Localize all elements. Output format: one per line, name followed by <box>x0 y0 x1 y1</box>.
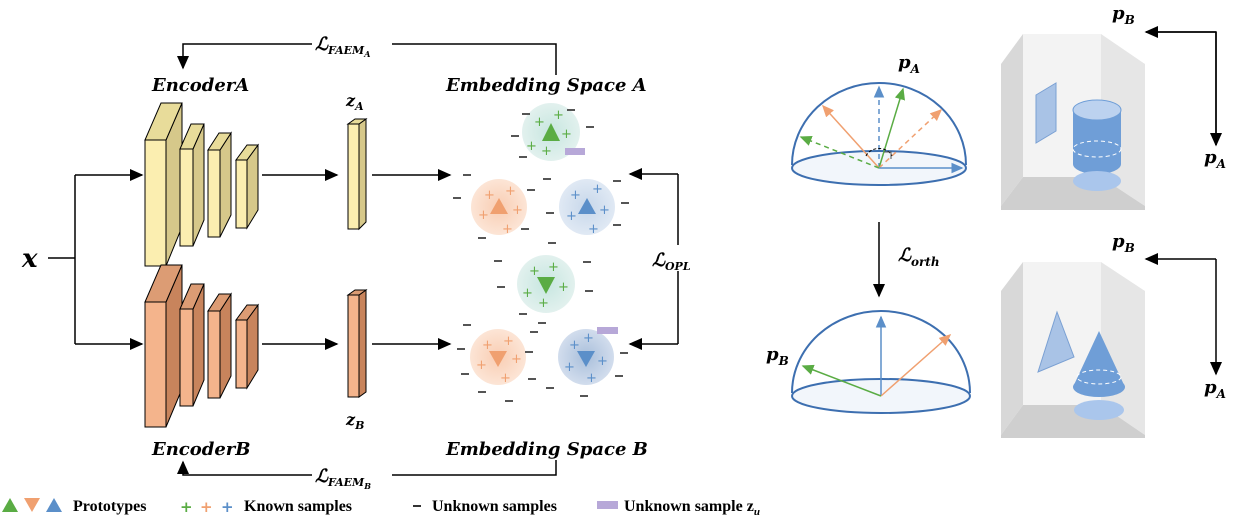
z-a-label: zA <box>345 91 364 113</box>
cube-cylinder <box>1001 34 1145 210</box>
encoder-a-blocks <box>144 102 259 267</box>
svg-text:+: + <box>200 498 213 516</box>
cube1-pb-label: pB <box>1112 3 1135 27</box>
svg-text:+: + <box>570 188 581 203</box>
input-x-label: x <box>21 244 38 274</box>
svg-text:+: + <box>529 264 540 279</box>
svg-text:+: + <box>482 338 493 353</box>
svg-text:+: + <box>512 203 523 218</box>
svg-text:+: + <box>569 338 580 353</box>
loss-faem-a: ℒFAEMA <box>315 34 370 59</box>
loss-orth: ℒorth <box>898 245 940 269</box>
prototype-green-down <box>537 277 555 294</box>
svg-text:+: + <box>541 144 552 159</box>
unknown-samples-dashes <box>453 109 629 402</box>
z-a-vector <box>346 118 368 231</box>
svg-text:+: + <box>548 260 559 275</box>
svg-text:+: + <box>538 296 549 311</box>
z-b-label: zB <box>345 410 364 432</box>
unknown-sample-zu-b <box>597 327 618 334</box>
svg-text:+: + <box>478 208 489 223</box>
svg-text:+: + <box>522 286 533 301</box>
cube2-pa-label: pA <box>1204 377 1226 401</box>
cube2-pb-label: pB <box>1112 231 1135 255</box>
svg-text:+: + <box>558 280 569 295</box>
embedding-a-label: Embedding Space A <box>445 75 647 96</box>
svg-text:+: + <box>500 371 511 386</box>
svg-text:+: + <box>564 360 575 375</box>
svg-text:+: + <box>534 115 545 130</box>
encoder-b-blocks <box>144 264 259 428</box>
legend-proto-green <box>2 498 18 512</box>
unknown-sample-zu-a <box>565 148 585 155</box>
svg-text:+: + <box>597 354 608 369</box>
legend: Prototypes + + + Known samples Unknown s… <box>2 498 760 518</box>
loss-opl: ℒOPL <box>652 250 691 273</box>
svg-text:+: + <box>561 127 572 142</box>
cube1-pa-label: pA <box>1204 147 1226 171</box>
embedding-space-a-clusters: + + + + + + + + + + + + + + + <box>471 103 615 237</box>
pa-top-label: pA <box>898 52 920 76</box>
cube-cone <box>1001 262 1145 438</box>
embedding-b-label: Embedding Space B <box>445 439 648 460</box>
svg-text:+: + <box>476 358 487 373</box>
svg-text:+: + <box>526 139 537 154</box>
svg-text:+: + <box>583 331 594 346</box>
z-b-vector <box>346 289 368 398</box>
loss-faem-b: ℒFAEMB <box>315 466 371 491</box>
legend-unknown-zu: Unknown sample zu <box>624 498 760 518</box>
svg-text:+: + <box>599 203 610 218</box>
svg-text:+: + <box>511 352 522 367</box>
legend-known: Known samples <box>244 498 352 515</box>
svg-text:+: + <box>592 182 603 197</box>
legend-prototypes: Prototypes <box>73 498 146 515</box>
hemisphere-top <box>791 82 967 186</box>
svg-text:+: + <box>221 498 234 516</box>
svg-text:+: + <box>586 371 597 386</box>
embedding-space-b-clusters: + + + + + + + + + + + + + + + <box>470 255 618 386</box>
svg-text:+: + <box>484 188 495 203</box>
svg-text:+: + <box>588 222 599 237</box>
legend-proto-orange <box>24 498 40 512</box>
svg-text:+: + <box>566 209 577 224</box>
svg-text:+: + <box>505 184 516 199</box>
legend-proto-blue <box>46 498 62 512</box>
svg-text:+: + <box>553 108 564 123</box>
svg-text:+: + <box>180 498 193 516</box>
svg-text:+: + <box>503 334 514 349</box>
hemisphere-bottom <box>791 310 971 414</box>
legend-unknown: Unknown samples <box>432 498 557 515</box>
encoder-a-label: EncoderA <box>151 75 249 96</box>
svg-text:+: + <box>502 222 513 237</box>
prototype-green-up <box>542 123 560 141</box>
encoder-b-label: EncoderB <box>151 439 251 460</box>
pb-bottom-label: pB <box>766 344 789 368</box>
